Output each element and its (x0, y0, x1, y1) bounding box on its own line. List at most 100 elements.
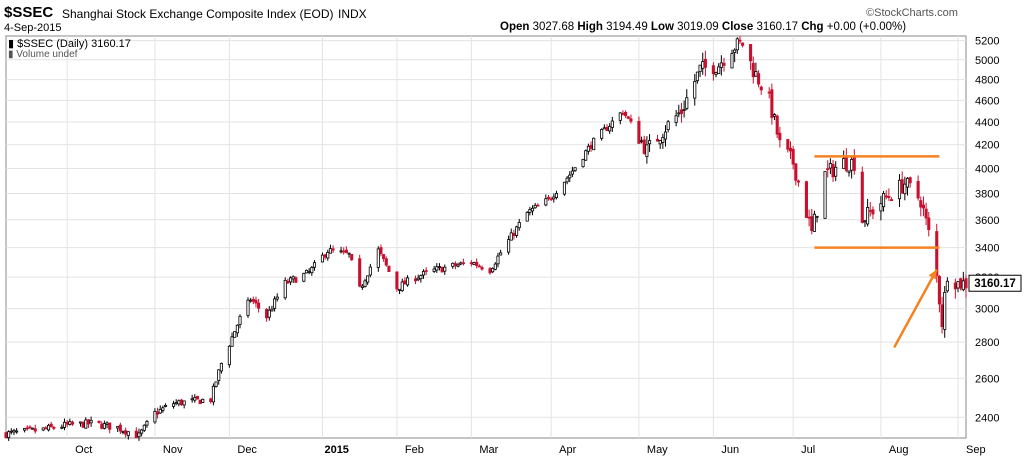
candle-body (916, 180, 920, 199)
candle-body (379, 247, 383, 254)
candle-body (919, 200, 923, 208)
candle-body (491, 268, 495, 273)
candle-body (866, 207, 870, 225)
candle-body (586, 145, 590, 152)
candle-body (733, 49, 737, 53)
candle-body (214, 381, 218, 387)
candle-body (661, 136, 665, 143)
annotations (814, 155, 940, 349)
candle-body (565, 177, 569, 183)
candle-body (342, 250, 346, 253)
candle-body (807, 216, 811, 219)
chg-label: Chg (801, 21, 824, 33)
x-tick-label: Jul (801, 444, 815, 456)
exchange-label: INDX (338, 7, 367, 21)
candle-body (238, 315, 242, 325)
candle-body (323, 254, 327, 258)
index-name: Shanghai Stock Exchange Composite Index … (62, 7, 334, 21)
candle-body (105, 422, 109, 425)
candle-body (826, 168, 830, 170)
candle-body (475, 261, 479, 266)
candle-body (217, 369, 221, 381)
candle-body (432, 268, 436, 272)
candle-body (693, 81, 697, 99)
candle-body (358, 258, 362, 287)
candle-body (124, 430, 128, 435)
candle-body (179, 399, 184, 406)
candle-body (924, 208, 928, 219)
x-tick-label: Apr (559, 444, 576, 456)
candle-body (751, 62, 755, 78)
y-tick-label: 3600 (975, 215, 999, 227)
candlestick-series (4, 36, 968, 441)
candle-body (108, 422, 112, 430)
x-tick-label: Mar (479, 444, 498, 456)
candle-body (624, 111, 628, 116)
candle-body (366, 275, 370, 283)
candle-body (810, 216, 814, 232)
y-tick-label: 3000 (975, 304, 999, 316)
candle-body (153, 411, 157, 423)
candle-body (533, 204, 537, 209)
candle-body (291, 276, 295, 280)
candle-body (233, 331, 237, 338)
candle-body (201, 398, 205, 403)
candle-body (953, 282, 957, 290)
y-tick-label: 4000 (975, 163, 999, 175)
candle-body (568, 174, 572, 179)
candle-body (312, 262, 317, 268)
candle-body (251, 299, 255, 302)
candle-body (398, 288, 402, 291)
candle-body (363, 280, 367, 287)
x-tick-label: May (647, 444, 668, 456)
candle-body (304, 269, 309, 274)
candle-body (741, 42, 745, 46)
candle-body (935, 231, 939, 277)
candle-body (496, 255, 500, 265)
candle-body (4, 432, 8, 439)
candle-body (663, 131, 668, 140)
y-tick-label: 4800 (975, 75, 999, 87)
candle-body (685, 97, 689, 109)
candle-body (257, 302, 261, 309)
candle-body (767, 91, 771, 94)
candle-body (347, 252, 351, 255)
candle-body (384, 258, 388, 266)
candle-body (645, 144, 649, 157)
symbol-title: $SSEC (4, 4, 54, 21)
candle-body (897, 179, 902, 200)
candle-body (788, 147, 793, 152)
x-axis: Oct Nov Dec 2015 Feb Mar Apr May Jun Jul Aug Sep (75, 444, 985, 456)
candle-body (456, 264, 460, 267)
candle-body (267, 309, 271, 318)
high-value: 3194.49 (606, 21, 648, 33)
x-tick-label: Aug (889, 444, 909, 456)
candle-body (655, 139, 660, 142)
candle-body (376, 248, 380, 268)
candle-body (453, 263, 457, 267)
candle-body (273, 298, 277, 309)
candle-body (118, 424, 122, 432)
candle-body (302, 273, 306, 282)
chart-date: 4-Sep-2015 (4, 22, 62, 34)
candle-body (472, 262, 476, 265)
open-value: 3027.68 (532, 21, 575, 33)
candle-body (416, 277, 420, 281)
candle-body (283, 279, 287, 299)
y-tick-label: 4600 (975, 95, 999, 107)
candle-body (581, 158, 585, 168)
candle-body (666, 121, 670, 131)
candle-body (60, 426, 64, 429)
candle-body (546, 197, 551, 199)
legend-price: ▮ $SSEC (Daily) 3160.17 (8, 37, 131, 50)
candle-body (850, 159, 854, 171)
candle-body (47, 424, 51, 431)
candle-body (161, 407, 165, 411)
candle-body (626, 116, 630, 119)
candle-body (828, 163, 832, 169)
candle-body (419, 275, 423, 280)
candle-body (25, 427, 29, 430)
candle-body (714, 72, 718, 75)
candle-body (44, 427, 48, 430)
candle-body (171, 403, 176, 407)
